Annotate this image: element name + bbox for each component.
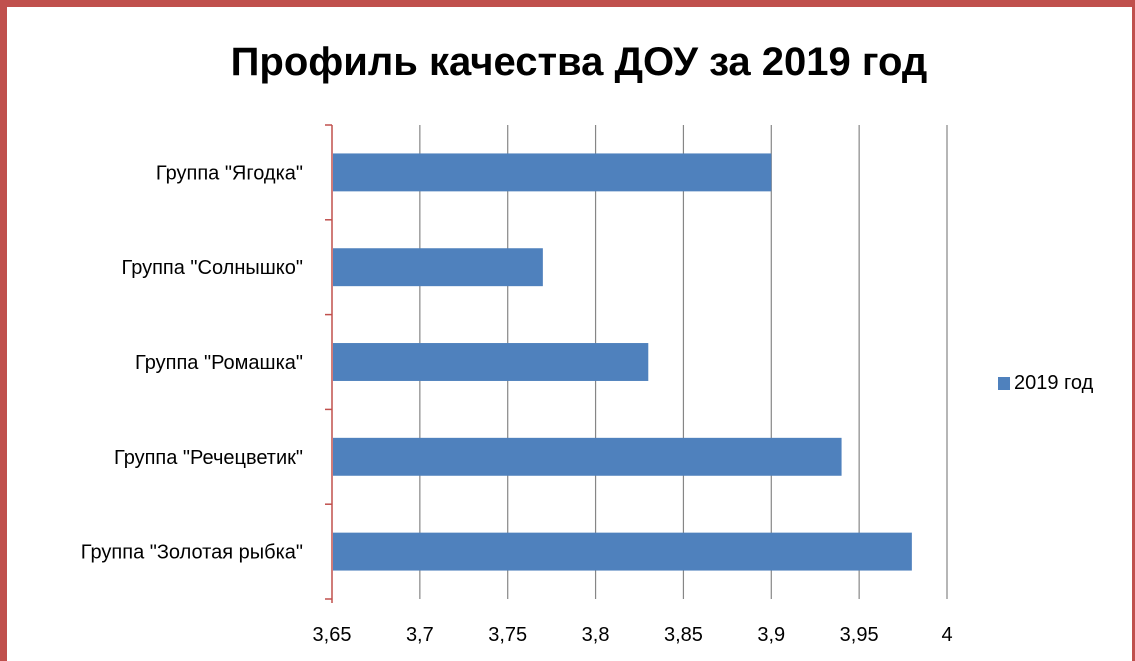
category-label: Группа "Ромашка" [135,352,303,374]
bar [333,153,772,192]
x-tick-label: 3,85 [664,624,703,646]
chart-title: Профиль качества ДОУ за 2019 год [230,40,928,84]
x-tick-label: 3,9 [757,624,785,646]
legend: 2019 год [998,372,1093,395]
x-tick-label: 3,75 [488,624,527,646]
bar [333,437,842,476]
bar [333,248,543,287]
x-tick-label: 3,8 [582,624,610,646]
category-label: Группа "Солнышко" [121,257,303,279]
category-label: Группа "Золотая рыбка" [81,542,303,564]
category-label: Группа "Ягодка" [156,162,303,184]
legend-swatch [998,377,1010,390]
x-tick-label: 3,7 [406,624,434,646]
x-tick-label: 3,65 [313,624,352,646]
category-label: Группа "Речецветик" [114,447,303,469]
x-tick-label: 4 [941,624,952,646]
bar [333,343,649,381]
legend-label: 2019 год [1014,372,1094,394]
bar [333,532,912,571]
x-tick-label: 3,95 [840,624,879,646]
